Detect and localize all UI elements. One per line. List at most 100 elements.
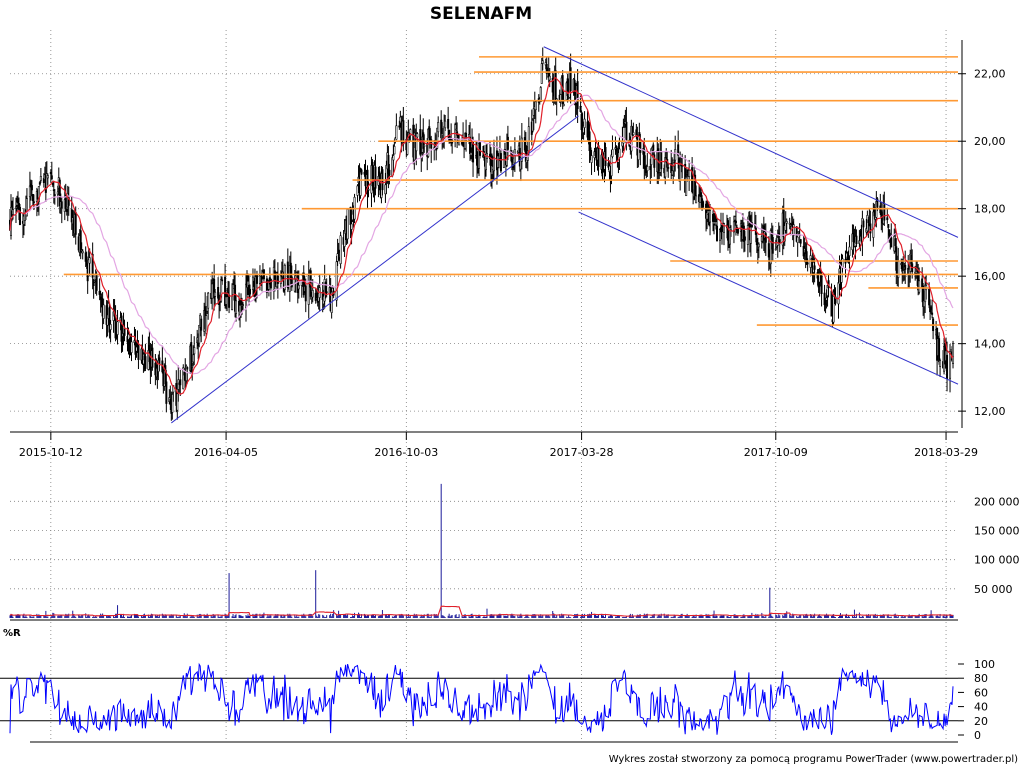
x-tick-label: 2015-10-12 bbox=[19, 446, 83, 459]
candle-body bbox=[28, 185, 31, 198]
candle-body bbox=[127, 334, 130, 340]
candle-body bbox=[479, 141, 482, 156]
volume-panel: 50 000 100 000 150 000 200 000 bbox=[9, 483, 1020, 621]
candle-body bbox=[797, 231, 800, 233]
candle-body bbox=[520, 137, 523, 162]
candle-body bbox=[38, 182, 41, 185]
williams-tick-label: 100 bbox=[974, 658, 995, 671]
candle-body bbox=[93, 280, 96, 282]
candle-body bbox=[350, 223, 353, 230]
candle-body bbox=[415, 133, 418, 152]
candle-body bbox=[716, 225, 719, 242]
candle-body bbox=[562, 103, 565, 107]
candle-body bbox=[848, 246, 851, 256]
williams-tick-label: 40 bbox=[974, 701, 988, 714]
candle-body bbox=[511, 166, 514, 169]
candle-body bbox=[532, 108, 535, 116]
candle-body bbox=[25, 198, 28, 217]
candle-body bbox=[346, 209, 349, 240]
candle-body bbox=[499, 153, 502, 172]
candle-body bbox=[887, 224, 890, 228]
candle-body bbox=[98, 291, 101, 295]
candle-body bbox=[695, 195, 698, 204]
candle-body bbox=[622, 127, 625, 144]
candle-body bbox=[869, 223, 872, 234]
moving-average-slow bbox=[9, 94, 954, 375]
x-tick-label: 2017-03-28 bbox=[550, 446, 614, 459]
candle-body bbox=[50, 175, 53, 180]
candle-body bbox=[583, 118, 586, 128]
candle-body bbox=[235, 300, 238, 314]
candle-body bbox=[541, 60, 544, 64]
candle-body bbox=[32, 201, 35, 203]
candle-body bbox=[248, 288, 251, 295]
trendline bbox=[543, 46, 959, 238]
candle-body bbox=[895, 246, 898, 271]
candle-body bbox=[548, 75, 551, 81]
candle-body bbox=[444, 120, 447, 129]
candle-body bbox=[639, 139, 642, 153]
candle-body bbox=[902, 270, 905, 275]
candle-body bbox=[53, 194, 56, 196]
price-candles bbox=[9, 47, 955, 421]
candle-body bbox=[509, 150, 512, 152]
candle-body bbox=[266, 289, 269, 292]
price-axis: 12,00 14,00 16,00 18,00 20,00 22,00 2015-10-12… bbox=[19, 40, 1006, 459]
chart-title: SELENAFM bbox=[430, 4, 532, 24]
candle-body bbox=[825, 297, 828, 301]
candle-body bbox=[349, 206, 352, 225]
candle-body bbox=[164, 365, 167, 385]
candle-body bbox=[579, 105, 582, 112]
trendline bbox=[578, 211, 959, 385]
candle-body bbox=[767, 243, 770, 258]
candle-body bbox=[823, 292, 826, 306]
y-tick-label: 18,00 bbox=[974, 203, 1006, 216]
y-tick-label: 14,00 bbox=[974, 338, 1006, 351]
candle-body bbox=[458, 138, 461, 146]
candle-body bbox=[226, 295, 229, 297]
candle-body bbox=[736, 228, 739, 234]
candle-body bbox=[231, 295, 234, 310]
candle-body bbox=[56, 191, 59, 195]
candle-body bbox=[712, 214, 715, 222]
candle-body bbox=[200, 318, 203, 331]
candle-body bbox=[837, 282, 840, 305]
williams-tick-label: 80 bbox=[974, 672, 988, 685]
candle-body bbox=[720, 228, 723, 232]
candle-body bbox=[214, 291, 217, 297]
candle-body bbox=[455, 128, 458, 131]
candle-body bbox=[172, 385, 175, 393]
candle-body bbox=[930, 307, 933, 310]
candle-body bbox=[60, 201, 63, 209]
candle-body bbox=[862, 220, 865, 228]
williams-tick-label: 20 bbox=[974, 715, 988, 728]
candle-body bbox=[554, 70, 557, 102]
candle-body bbox=[416, 133, 419, 138]
candle-body bbox=[16, 199, 19, 204]
candle-body bbox=[11, 209, 14, 215]
candle-body bbox=[796, 236, 799, 243]
candle-body bbox=[465, 132, 468, 141]
candle-body bbox=[359, 171, 362, 196]
candle-body bbox=[677, 144, 680, 156]
candle-body bbox=[743, 236, 746, 241]
volume-tick-label: 50 000 bbox=[974, 583, 1013, 596]
candle-body bbox=[776, 237, 779, 246]
candle-body bbox=[852, 232, 855, 243]
candle-body bbox=[109, 324, 112, 330]
candle-body bbox=[74, 212, 77, 235]
price-moving-averages bbox=[9, 77, 954, 396]
candle-body bbox=[295, 272, 298, 274]
candle-body bbox=[225, 296, 228, 305]
candle-body bbox=[186, 367, 189, 370]
candle-body bbox=[437, 122, 440, 133]
candle-body bbox=[792, 224, 795, 236]
y-tick-label: 22,00 bbox=[974, 68, 1006, 81]
candle-body bbox=[242, 304, 245, 306]
candle-body bbox=[746, 224, 749, 245]
x-tick-label: 2016-10-03 bbox=[374, 446, 438, 459]
candle-body bbox=[734, 220, 737, 224]
candle-body bbox=[774, 248, 777, 251]
candle-body bbox=[709, 210, 712, 223]
candle-body bbox=[217, 286, 220, 299]
